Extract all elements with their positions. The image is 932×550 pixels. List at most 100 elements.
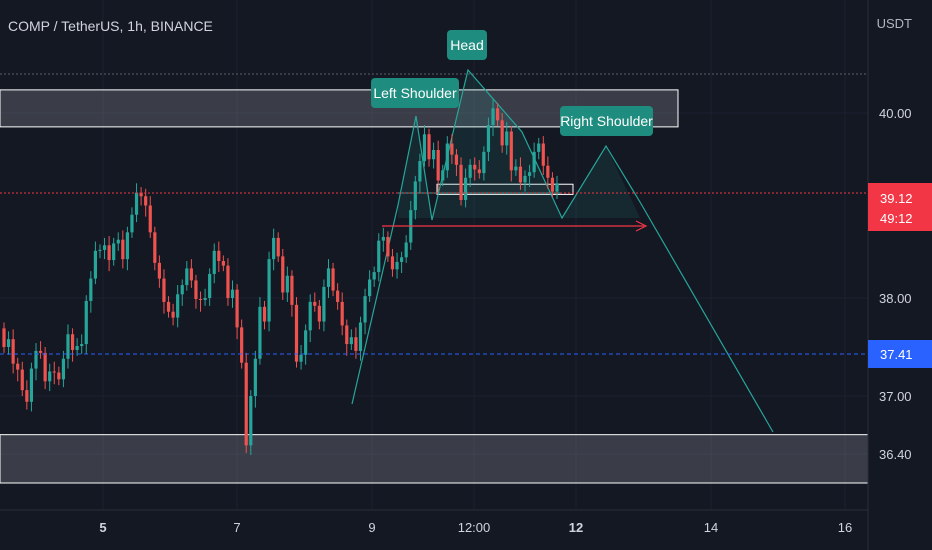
pattern-fill bbox=[398, 70, 640, 220]
candle-body bbox=[413, 181, 417, 211]
candle-body bbox=[34, 350, 38, 369]
countdown-value: 49:12 bbox=[880, 211, 913, 226]
candle-body bbox=[134, 192, 139, 215]
time-tick-label: 5 bbox=[99, 520, 106, 535]
candle-body bbox=[518, 166, 523, 183]
candle-body bbox=[198, 298, 203, 300]
candle-body bbox=[523, 175, 527, 183]
candle-body bbox=[326, 268, 331, 287]
candle-body bbox=[550, 177, 555, 192]
time-tick-label: 7 bbox=[233, 520, 240, 535]
candle-body bbox=[441, 170, 445, 181]
candle-body bbox=[112, 243, 116, 261]
candle-body bbox=[48, 371, 52, 382]
time-tick-label: 9 bbox=[368, 520, 375, 535]
candle-body bbox=[281, 256, 285, 293]
candle-body bbox=[468, 164, 472, 178]
candle-body bbox=[486, 125, 491, 152]
last-price-tag bbox=[868, 183, 932, 231]
candle-body bbox=[212, 250, 216, 274]
candle-body bbox=[459, 164, 463, 200]
time-tick-label: 12 bbox=[569, 520, 583, 535]
candle-body bbox=[500, 120, 504, 146]
candle-body bbox=[527, 172, 532, 176]
candle-body bbox=[272, 237, 276, 260]
candle-body bbox=[404, 242, 408, 258]
candle-body bbox=[285, 275, 289, 293]
candle-body bbox=[336, 290, 340, 302]
candle-body bbox=[372, 272, 376, 280]
blue-level-tag bbox=[868, 340, 932, 368]
candle-body bbox=[537, 143, 541, 152]
pattern-outline bbox=[351, 68, 774, 433]
candle-body bbox=[253, 358, 257, 396]
candle-body bbox=[555, 183, 559, 192]
candle-body bbox=[541, 143, 545, 166]
candle-body bbox=[454, 154, 459, 165]
candle-body bbox=[249, 396, 253, 446]
zone-neckline-box bbox=[436, 183, 574, 195]
grid-lines bbox=[0, 0, 868, 510]
candle-body bbox=[313, 301, 317, 306]
label-right-shoulder: Right Shoulder bbox=[560, 113, 653, 129]
candle-body bbox=[418, 161, 422, 182]
candle-body bbox=[473, 164, 477, 170]
label-head-bg bbox=[447, 30, 487, 60]
candle-body bbox=[139, 192, 143, 197]
candle-body bbox=[121, 239, 125, 260]
candle-body bbox=[514, 166, 518, 171]
candle-body bbox=[38, 350, 43, 353]
candle-body bbox=[66, 334, 70, 359]
candle-body bbox=[422, 134, 427, 162]
label-head: Head bbox=[450, 37, 483, 53]
candle-body bbox=[240, 327, 244, 363]
candle-body bbox=[290, 275, 294, 305]
symbol-title: COMP / TetherUS, 1h, BINANCE bbox=[8, 18, 213, 34]
candle-body bbox=[276, 237, 280, 257]
candle-body bbox=[299, 354, 303, 362]
candle-body bbox=[208, 273, 212, 298]
candle-body bbox=[144, 196, 148, 206]
candle-body bbox=[16, 363, 20, 370]
candle-body bbox=[2, 328, 6, 347]
candle-body bbox=[217, 250, 221, 261]
candle-body bbox=[395, 261, 399, 270]
candle-body bbox=[93, 250, 98, 279]
candle-body bbox=[436, 150, 440, 181]
candle-body bbox=[477, 169, 481, 174]
candle-body bbox=[363, 296, 367, 323]
candle-body bbox=[354, 337, 358, 351]
candle-body bbox=[381, 236, 385, 241]
pattern-labels: Head Left Shoulder Right Shoulder bbox=[371, 30, 653, 136]
candle-body bbox=[148, 205, 152, 233]
label-right-shoulder-bg bbox=[560, 106, 653, 136]
candle-body bbox=[6, 339, 11, 347]
candle-body bbox=[532, 151, 536, 173]
candlestick-series bbox=[2, 99, 559, 455]
overlay-lines bbox=[0, 73, 868, 355]
candle-body bbox=[171, 311, 175, 318]
label-left-shoulder-bg bbox=[371, 78, 459, 108]
candle-body bbox=[432, 150, 436, 160]
candle-body bbox=[203, 298, 207, 300]
candle-body bbox=[345, 325, 349, 345]
candle-body bbox=[258, 306, 262, 359]
candle-body bbox=[166, 301, 171, 312]
candle-body bbox=[221, 261, 225, 266]
candle-body bbox=[180, 285, 184, 295]
candle-body bbox=[267, 259, 271, 322]
price-tick-label: 40.00 bbox=[879, 106, 912, 121]
candle-body bbox=[450, 143, 454, 155]
candle-body bbox=[189, 268, 193, 281]
candle-body bbox=[386, 236, 390, 257]
candle-body bbox=[358, 322, 363, 351]
candle-body bbox=[495, 108, 500, 121]
candle-body bbox=[20, 369, 24, 391]
candle-body bbox=[226, 265, 230, 298]
candle-body bbox=[84, 300, 88, 345]
candle-body bbox=[61, 358, 66, 380]
candle-body bbox=[102, 245, 107, 250]
candle-body bbox=[244, 362, 248, 446]
